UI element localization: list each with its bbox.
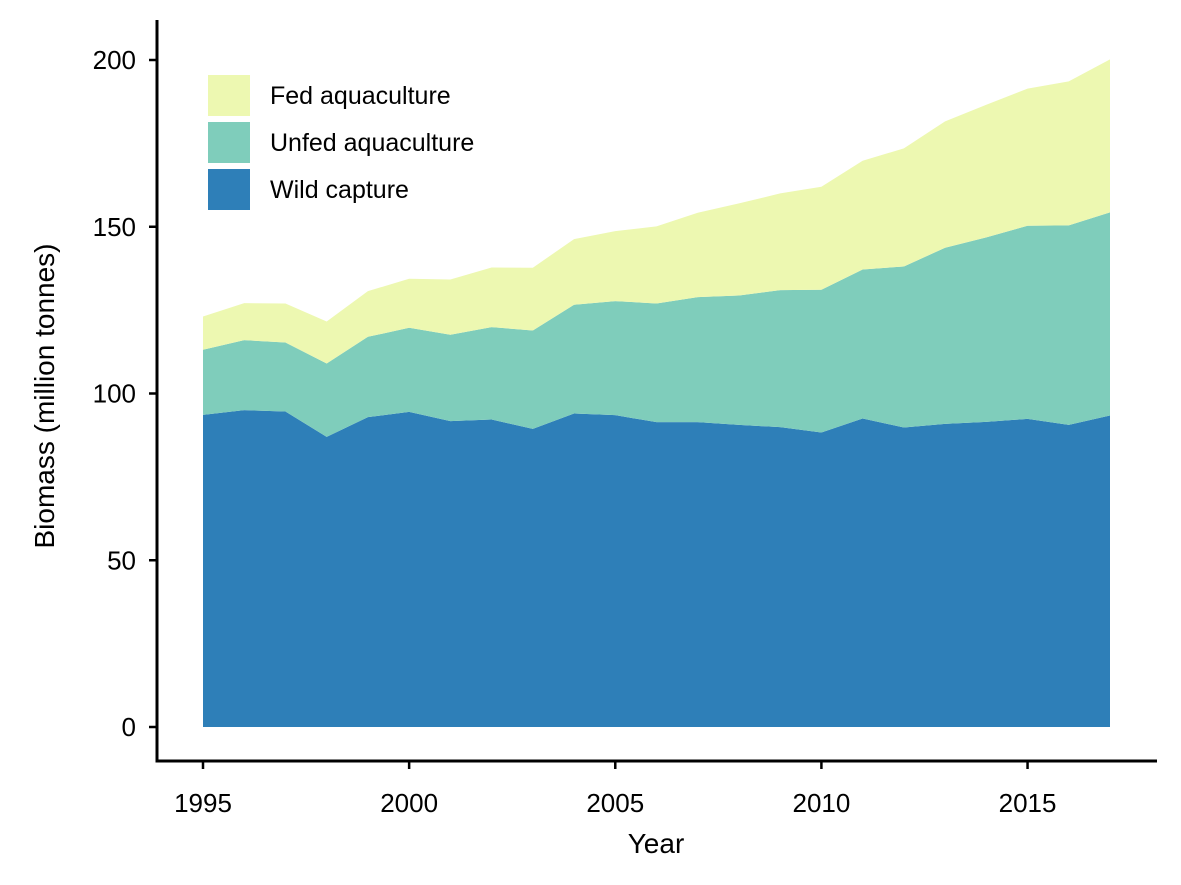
x-tick-label: 2010 xyxy=(792,788,850,818)
y-ticks: 0 50 100 150 200 xyxy=(93,45,157,742)
legend-label-wild-capture: Wild capture xyxy=(270,176,409,204)
y-tick-label: 50 xyxy=(107,545,136,575)
legend-swatch-fed-aquaculture xyxy=(208,75,250,116)
legend-label-unfed-aquaculture: Unfed aquaculture xyxy=(270,129,474,157)
y-tick-label: 100 xyxy=(93,379,136,409)
x-ticks: 1995 2000 2005 2010 2015 xyxy=(174,761,1056,818)
x-tick-label: 1995 xyxy=(174,788,232,818)
y-tick-label: 200 xyxy=(93,45,136,75)
x-tick-label: 2000 xyxy=(380,788,438,818)
legend: Fed aquaculture Unfed aquaculture Wild cap… xyxy=(208,75,474,210)
area-unfed-aquaculture xyxy=(203,212,1110,437)
x-tick-label: 2015 xyxy=(999,788,1057,818)
area-fed-aquaculture xyxy=(203,59,1110,364)
legend-swatch-unfed-aquaculture xyxy=(208,122,250,163)
axes xyxy=(155,20,1157,763)
plot-areas xyxy=(203,59,1110,727)
x-axis-title: Year xyxy=(628,828,685,859)
y-tick-label: 150 xyxy=(93,212,136,242)
y-tick-label: 0 xyxy=(122,712,136,742)
legend-swatch-wild-capture xyxy=(208,169,250,210)
legend-label-fed-aquaculture: Fed aquaculture xyxy=(270,82,451,110)
area-wild-capture xyxy=(203,410,1110,727)
x-tick-label: 2005 xyxy=(586,788,644,818)
y-axis-title: Biomass (million tonnes) xyxy=(29,244,60,549)
